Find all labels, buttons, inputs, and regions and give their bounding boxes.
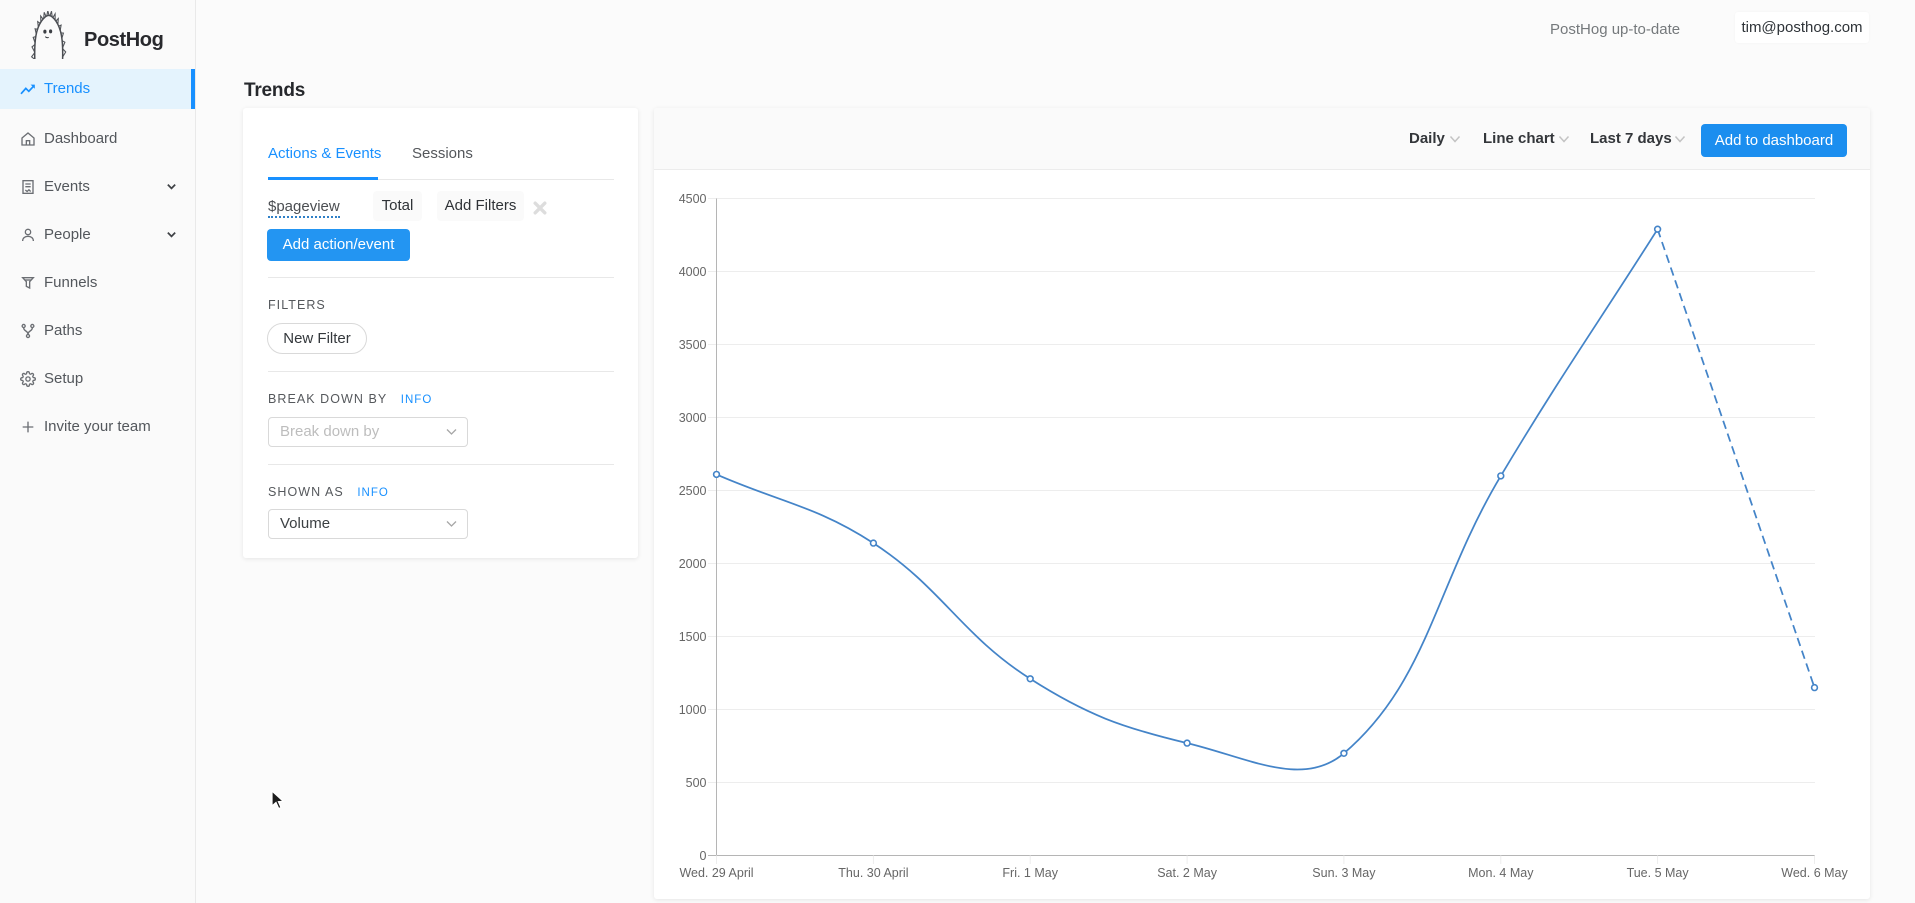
svg-text:1000: 1000 bbox=[679, 703, 707, 717]
svg-text:2000: 2000 bbox=[679, 557, 707, 571]
svg-text:1500: 1500 bbox=[679, 630, 707, 644]
svg-text:Thu. 30 April: Thu. 30 April bbox=[838, 866, 908, 880]
svg-text:Wed. 6 May: Wed. 6 May bbox=[1781, 866, 1848, 880]
svg-text:0: 0 bbox=[700, 849, 707, 863]
svg-text:4500: 4500 bbox=[679, 192, 707, 206]
svg-text:Wed. 29 April: Wed. 29 April bbox=[679, 866, 753, 880]
svg-text:3500: 3500 bbox=[679, 338, 707, 352]
svg-text:Tue. 5 May: Tue. 5 May bbox=[1627, 866, 1690, 880]
svg-text:Mon. 4 May: Mon. 4 May bbox=[1468, 866, 1534, 880]
svg-text:4000: 4000 bbox=[679, 265, 707, 279]
svg-text:Sun. 3 May: Sun. 3 May bbox=[1312, 866, 1376, 880]
svg-text:500: 500 bbox=[686, 776, 707, 790]
svg-text:2500: 2500 bbox=[679, 484, 707, 498]
svg-text:3000: 3000 bbox=[679, 411, 707, 425]
svg-text:Fri. 1 May: Fri. 1 May bbox=[1002, 866, 1058, 880]
svg-text:Sat. 2 May: Sat. 2 May bbox=[1157, 866, 1217, 880]
